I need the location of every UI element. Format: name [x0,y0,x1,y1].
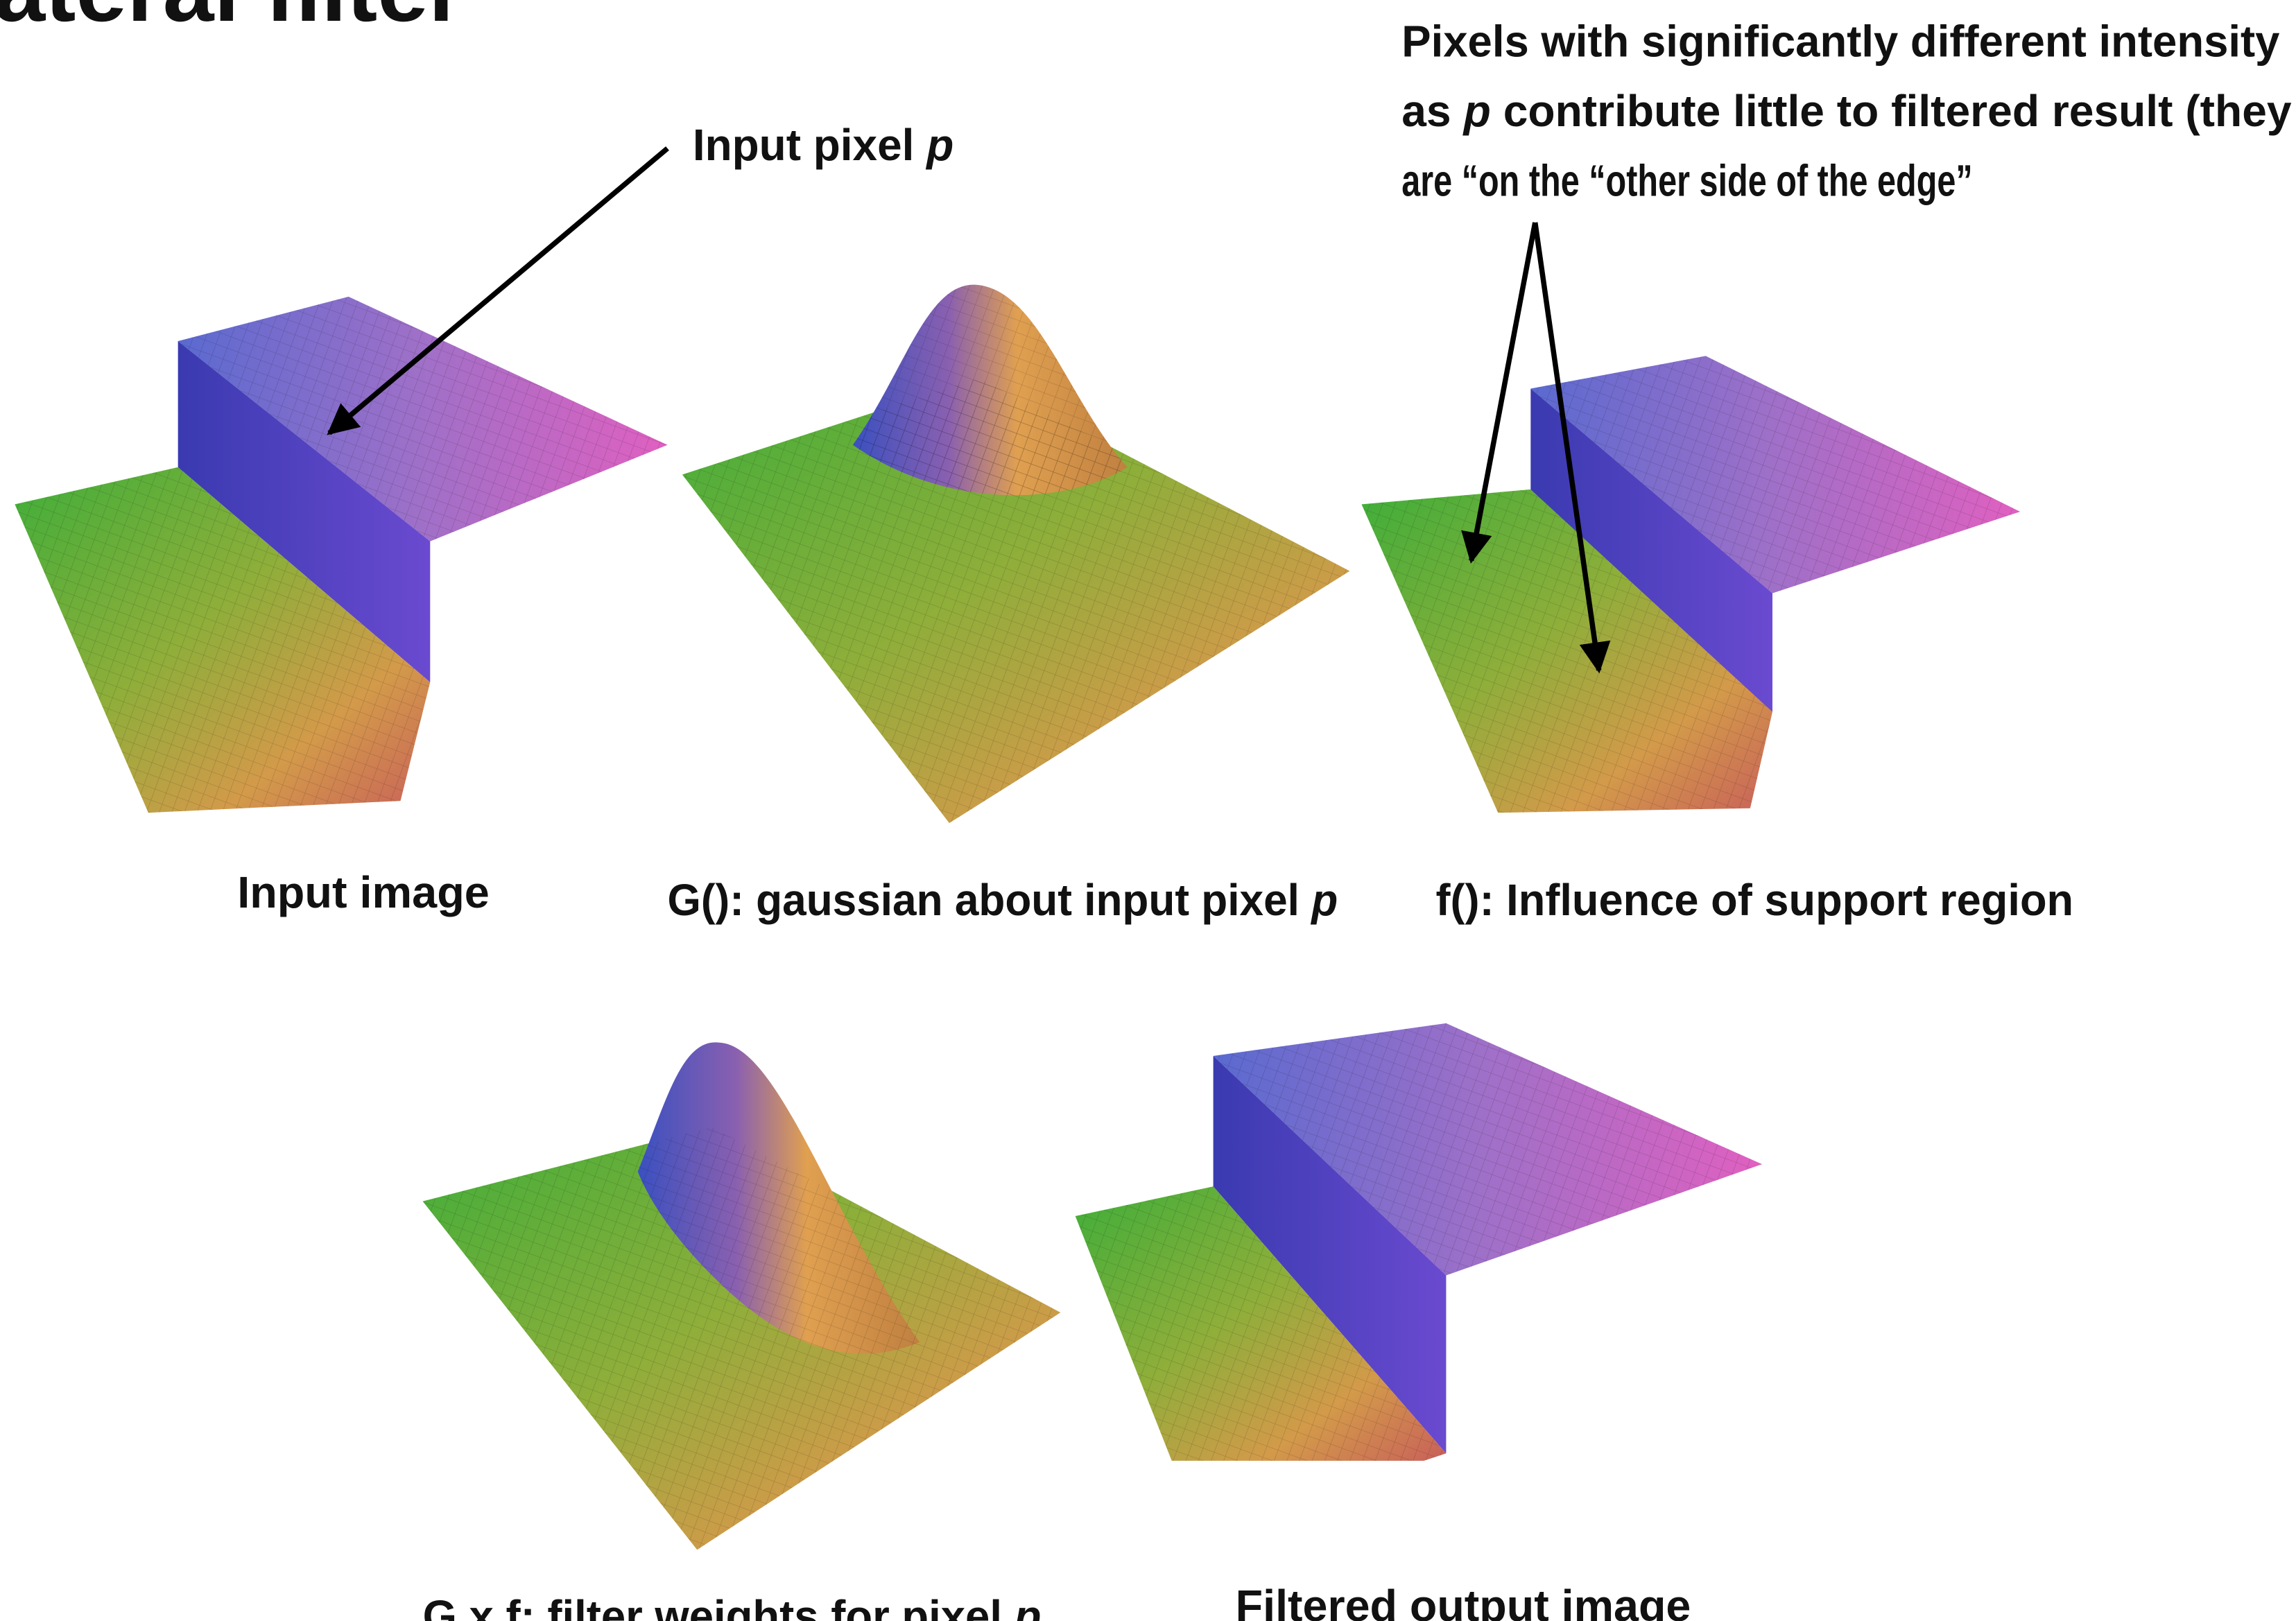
caption-part: Input image [237,867,490,917]
annotation-part: contribute little to filtered result (th… [1503,86,2292,136]
caption: f(): Influence of support region [1435,875,2073,925]
caption-part: G x f: filter weights for pixel [423,1591,1002,1621]
slide: ateral filter Input pixelpPixels with si… [0,0,2296,1621]
annotation-part: as [1401,86,1451,136]
influence-surface [1362,356,2021,813]
input-surface [15,297,667,813]
gaussian-surface [682,285,1350,824]
caption: G(): gaussian about input pixelp [668,875,1338,925]
caption: Input image [237,867,490,917]
weights-surface [423,1042,1061,1550]
page: ateral filter Input pixelpPixels with si… [0,0,2296,1621]
caption-part: Filtered output image [1236,1581,1691,1621]
annotation: Pixels with significantly different inte… [1401,16,2280,66]
annotation-part: Input pixel [693,120,915,170]
annotation: are “on the “other side of the edge” [1401,155,1972,205]
caption-part: p [1013,1591,1042,1621]
annotation-part: p [1462,86,1491,136]
caption-part: p [1310,875,1338,925]
caption-part: f(): Influence of support region [1435,875,2073,925]
caption: G x f: filter weights for pixel p [423,1591,1042,1621]
slide-title: ateral filter [0,0,465,41]
annotation-part: Pixels with significantly different inte… [1401,16,2280,66]
caption: Filtered output image [1236,1581,1691,1621]
annotation-part: are “on the “other side of the edge” [1401,155,1972,205]
annotation-part: p [925,120,953,170]
caption-part: G(): gaussian about input pixel [668,875,1300,925]
output-surface [1076,1023,1762,1461]
